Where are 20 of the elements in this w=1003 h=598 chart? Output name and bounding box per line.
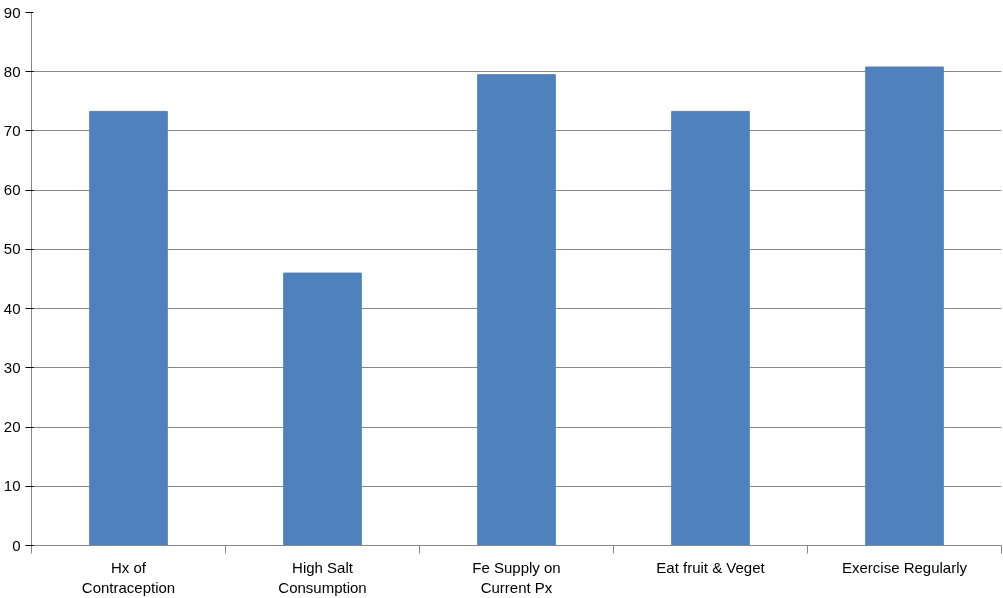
x-tick-label: High Salt Consumption [278, 558, 367, 596]
y-tick-label: 30 [3, 358, 21, 376]
y-tick-label: 10 [3, 477, 21, 495]
bar [89, 110, 168, 546]
x-tick-label: Eat fruit & Veget [656, 558, 766, 576]
x-tick-label: Hx of Contraception [81, 558, 176, 596]
y-tick-label: 20 [3, 418, 21, 436]
y-tick-label: 40 [3, 299, 21, 317]
y-tick-label: 70 [3, 121, 21, 139]
bar [671, 110, 750, 546]
x-tick-label: Exercise Regularly [841, 558, 968, 576]
y-tick-label: 60 [3, 181, 21, 199]
bar [865, 66, 944, 546]
y-tick-label: 80 [3, 62, 21, 80]
bar [477, 74, 556, 546]
y-tick-label: 90 [3, 3, 21, 21]
y-tick-label: 50 [3, 240, 21, 258]
x-tick-label: Fe Supply on Current Px [472, 558, 561, 596]
y-tick-label: 0 [12, 536, 21, 554]
bar [283, 272, 362, 546]
